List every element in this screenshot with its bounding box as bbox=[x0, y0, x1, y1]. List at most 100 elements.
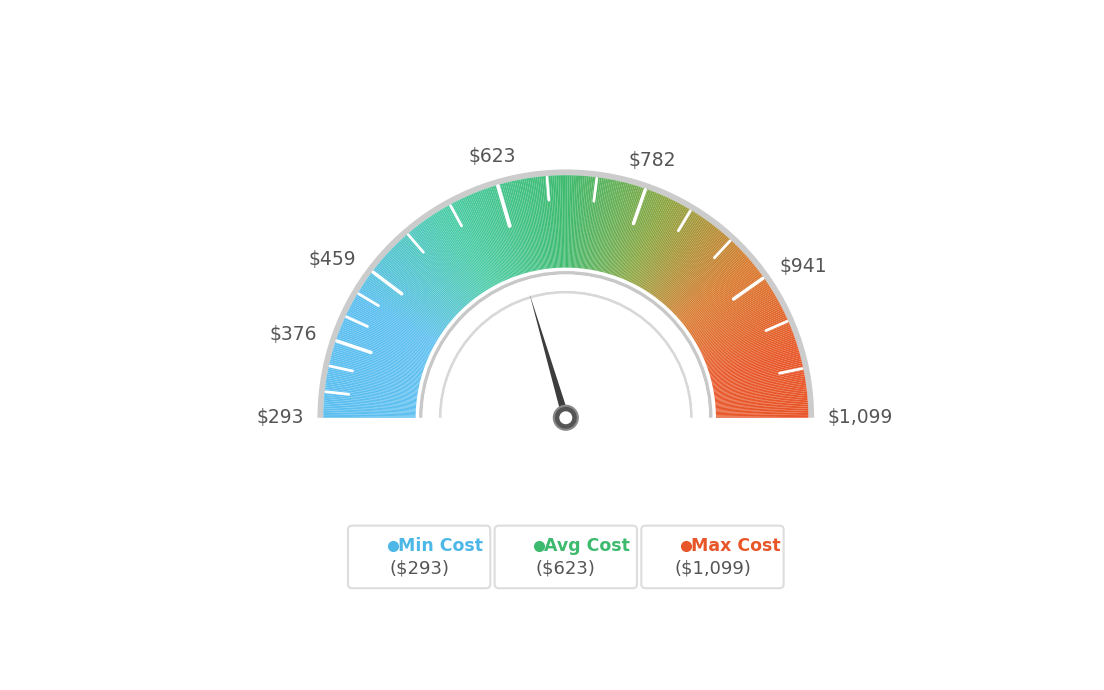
Wedge shape bbox=[635, 202, 679, 285]
Wedge shape bbox=[465, 197, 505, 282]
Wedge shape bbox=[679, 259, 751, 320]
Text: $293: $293 bbox=[256, 408, 304, 427]
Wedge shape bbox=[590, 178, 606, 270]
Wedge shape bbox=[707, 334, 794, 367]
Wedge shape bbox=[332, 352, 422, 378]
Wedge shape bbox=[367, 278, 443, 333]
Polygon shape bbox=[530, 293, 570, 429]
Wedge shape bbox=[631, 200, 675, 284]
Wedge shape bbox=[551, 175, 558, 268]
Wedge shape bbox=[693, 289, 773, 339]
Wedge shape bbox=[574, 175, 581, 268]
Wedge shape bbox=[640, 207, 688, 288]
Wedge shape bbox=[378, 263, 450, 323]
Wedge shape bbox=[630, 199, 672, 283]
Wedge shape bbox=[715, 414, 808, 417]
Wedge shape bbox=[477, 192, 511, 278]
Wedge shape bbox=[449, 204, 495, 286]
Wedge shape bbox=[585, 177, 598, 269]
Wedge shape bbox=[401, 238, 465, 308]
Wedge shape bbox=[420, 271, 712, 417]
Wedge shape bbox=[710, 348, 798, 376]
Wedge shape bbox=[386, 253, 456, 317]
Wedge shape bbox=[693, 291, 774, 340]
Wedge shape bbox=[438, 290, 693, 417]
Wedge shape bbox=[665, 235, 726, 305]
Wedge shape bbox=[423, 220, 478, 296]
Wedge shape bbox=[601, 182, 624, 272]
Wedge shape bbox=[665, 236, 728, 306]
Wedge shape bbox=[666, 237, 729, 306]
Wedge shape bbox=[615, 188, 646, 276]
Wedge shape bbox=[371, 272, 446, 328]
Wedge shape bbox=[710, 352, 799, 378]
Wedge shape bbox=[323, 399, 416, 407]
Wedge shape bbox=[716, 416, 808, 417]
Wedge shape bbox=[714, 384, 806, 397]
Wedge shape bbox=[586, 177, 599, 269]
Wedge shape bbox=[425, 219, 479, 295]
Wedge shape bbox=[410, 231, 470, 303]
Wedge shape bbox=[530, 177, 544, 269]
Wedge shape bbox=[414, 227, 473, 301]
Wedge shape bbox=[702, 315, 786, 355]
Wedge shape bbox=[380, 260, 452, 321]
Wedge shape bbox=[702, 318, 787, 357]
Wedge shape bbox=[394, 245, 460, 312]
Wedge shape bbox=[575, 176, 583, 268]
Wedge shape bbox=[327, 376, 418, 393]
Wedge shape bbox=[702, 316, 787, 356]
Wedge shape bbox=[352, 301, 434, 346]
Wedge shape bbox=[670, 244, 736, 310]
Wedge shape bbox=[332, 350, 422, 377]
Wedge shape bbox=[715, 393, 807, 404]
Text: Max Cost: Max Cost bbox=[691, 537, 781, 555]
Wedge shape bbox=[519, 179, 538, 270]
Wedge shape bbox=[329, 365, 420, 386]
Wedge shape bbox=[676, 253, 745, 317]
Wedge shape bbox=[625, 195, 662, 280]
Wedge shape bbox=[323, 408, 416, 413]
Wedge shape bbox=[361, 286, 439, 337]
Wedge shape bbox=[676, 252, 744, 316]
Wedge shape bbox=[405, 235, 467, 305]
Wedge shape bbox=[440, 209, 489, 289]
Wedge shape bbox=[329, 363, 420, 385]
Wedge shape bbox=[323, 402, 416, 409]
Wedge shape bbox=[526, 178, 542, 270]
Wedge shape bbox=[675, 250, 743, 315]
Wedge shape bbox=[381, 259, 453, 320]
Wedge shape bbox=[353, 299, 435, 346]
Wedge shape bbox=[379, 262, 450, 322]
Wedge shape bbox=[323, 401, 416, 408]
Text: $1,099: $1,099 bbox=[828, 408, 893, 427]
Wedge shape bbox=[583, 177, 596, 269]
Wedge shape bbox=[434, 213, 486, 292]
Wedge shape bbox=[343, 319, 428, 358]
Wedge shape bbox=[597, 181, 618, 271]
Wedge shape bbox=[709, 343, 797, 373]
Wedge shape bbox=[497, 185, 524, 274]
Wedge shape bbox=[565, 175, 567, 268]
Wedge shape bbox=[327, 378, 417, 394]
Wedge shape bbox=[618, 190, 651, 277]
Wedge shape bbox=[362, 284, 440, 336]
Wedge shape bbox=[509, 181, 532, 272]
Wedge shape bbox=[715, 404, 808, 411]
Wedge shape bbox=[355, 296, 436, 344]
Wedge shape bbox=[711, 357, 802, 382]
Wedge shape bbox=[680, 260, 752, 321]
Wedge shape bbox=[710, 350, 799, 377]
Wedge shape bbox=[694, 293, 775, 342]
Wedge shape bbox=[330, 357, 421, 382]
Wedge shape bbox=[357, 294, 436, 342]
Wedge shape bbox=[513, 181, 534, 271]
Wedge shape bbox=[594, 179, 613, 270]
Wedge shape bbox=[426, 218, 480, 295]
Wedge shape bbox=[617, 190, 650, 277]
Text: ($293): ($293) bbox=[389, 560, 449, 578]
Wedge shape bbox=[331, 354, 421, 380]
Wedge shape bbox=[370, 274, 445, 330]
Wedge shape bbox=[453, 202, 497, 285]
Wedge shape bbox=[326, 386, 417, 399]
